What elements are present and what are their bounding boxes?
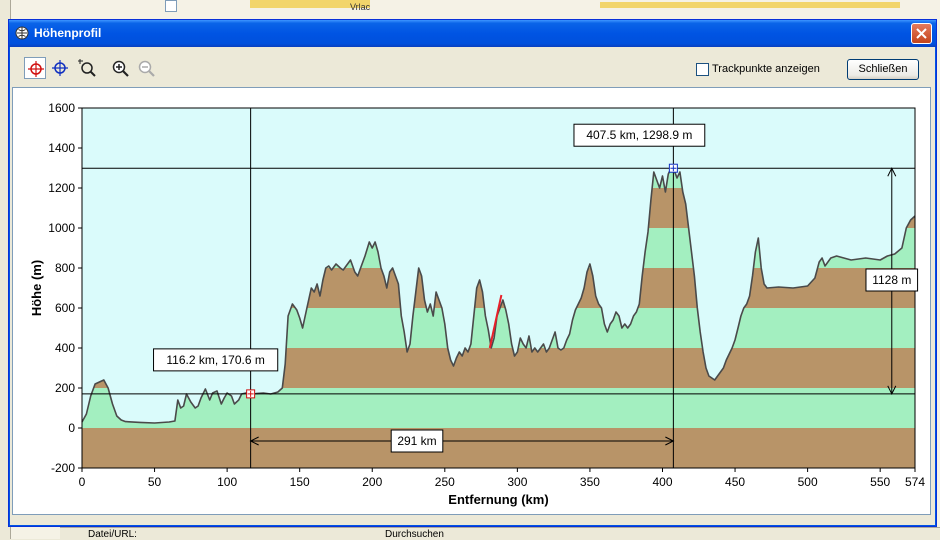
toolbar: Trackpunkte anzeigen Schließen [9, 47, 936, 87]
distance-arrow-head-right [665, 436, 675, 446]
y-tick-label: 0 [68, 421, 75, 435]
background-place-label: Vrlac [350, 2, 371, 12]
highlight-segment [488, 294, 503, 349]
elevation-diff-arrow-head-bottom [887, 385, 897, 395]
y-tick-label: 1000 [48, 221, 75, 235]
window-close-button[interactable] [911, 23, 932, 44]
distance-arrow-head-left [249, 436, 259, 446]
y-tick-label: 1400 [48, 141, 75, 155]
crosshair-blue-icon [52, 60, 68, 76]
x-axis-label: Entfernung (km) [448, 492, 548, 507]
chart-frame: -200 0 200 400 600 800 1000 1200 1400 1600 0 50 100 1… [12, 87, 931, 515]
zoom-in-icon [112, 60, 129, 77]
elevation-profile-window: Höhenprofil [8, 19, 937, 527]
background-file-label: Datei/URL: [88, 529, 137, 540]
app-globe-icon [15, 26, 29, 40]
x-tick-label: 450 [725, 475, 745, 489]
close-button[interactable]: Schließen [847, 59, 919, 80]
x-tick-label: 150 [290, 475, 310, 489]
x-tick-label: 300 [507, 475, 527, 489]
tool-zoom-select[interactable] [76, 57, 98, 79]
zoom-select-icon [78, 59, 96, 77]
elevation-diff-arrow-head-top [887, 167, 897, 177]
background-browse-label: Durchsuchen [385, 529, 444, 540]
trackpoints-checkbox[interactable] [696, 63, 709, 76]
y-tick-label: 200 [55, 381, 75, 395]
cursor-b-label: 407.5 km, 1298.9 m [586, 128, 692, 142]
elevation-chart[interactable]: -200 0 200 400 600 800 1000 1200 1400 1600 0 50 100 1… [13, 88, 930, 514]
cursor-a-label-box [153, 348, 279, 372]
close-icon [916, 28, 927, 39]
tool-zoom-in[interactable] [109, 57, 131, 79]
distance-label: 291 km [397, 434, 436, 448]
distance-label-box [390, 429, 444, 453]
elevation-diff-label: 1128 m [872, 273, 911, 287]
trackpoints-label[interactable]: Trackpunkte anzeigen [712, 63, 820, 75]
x-tick-label: 550 [870, 475, 890, 489]
y-axis-label: Höhe (m) [29, 260, 44, 316]
elevation-diff-label-box [865, 268, 919, 292]
y-tick-label: -200 [51, 461, 75, 475]
x-tick-label: 100 [217, 475, 237, 489]
x-tick-label: 50 [148, 475, 162, 489]
cursor-b-label-box [573, 123, 706, 147]
x-tick-label: 500 [798, 475, 818, 489]
x-tick-label: 0 [79, 475, 86, 489]
cursor-a-label: 116.2 km, 170.6 m [166, 353, 265, 367]
title-bar[interactable]: Höhenprofil [9, 20, 936, 47]
tool-zoom-out[interactable] [135, 57, 157, 79]
y-tick-label: 600 [55, 301, 75, 315]
x-tick-label: 574 [905, 475, 925, 489]
y-tick-label: 400 [55, 341, 75, 355]
y-tick-label: 1200 [48, 181, 75, 195]
elevation-band [82, 428, 915, 468]
zoom-out-icon [138, 60, 155, 77]
cursor-a-marker-cross [247, 390, 254, 397]
y-tick-label: 1600 [48, 101, 75, 115]
crosshair-red-icon [28, 61, 44, 77]
x-tick-label: 200 [362, 475, 382, 489]
window-title: Höhenprofil [34, 26, 102, 40]
profile-line [81, 167, 916, 424]
x-tick-label: 350 [580, 475, 600, 489]
x-tick-label: 400 [652, 475, 672, 489]
cursor-b-marker-cross [670, 165, 677, 172]
background-bottom-bar: Datei/URL: Durchsuchen [60, 527, 940, 540]
background-scroll-button [165, 0, 177, 12]
y-tick-label: 800 [55, 261, 75, 275]
tool-crosshair-blue[interactable] [49, 57, 71, 79]
tool-crosshair-red[interactable] [24, 57, 46, 79]
x-tick-label: 250 [435, 475, 455, 489]
